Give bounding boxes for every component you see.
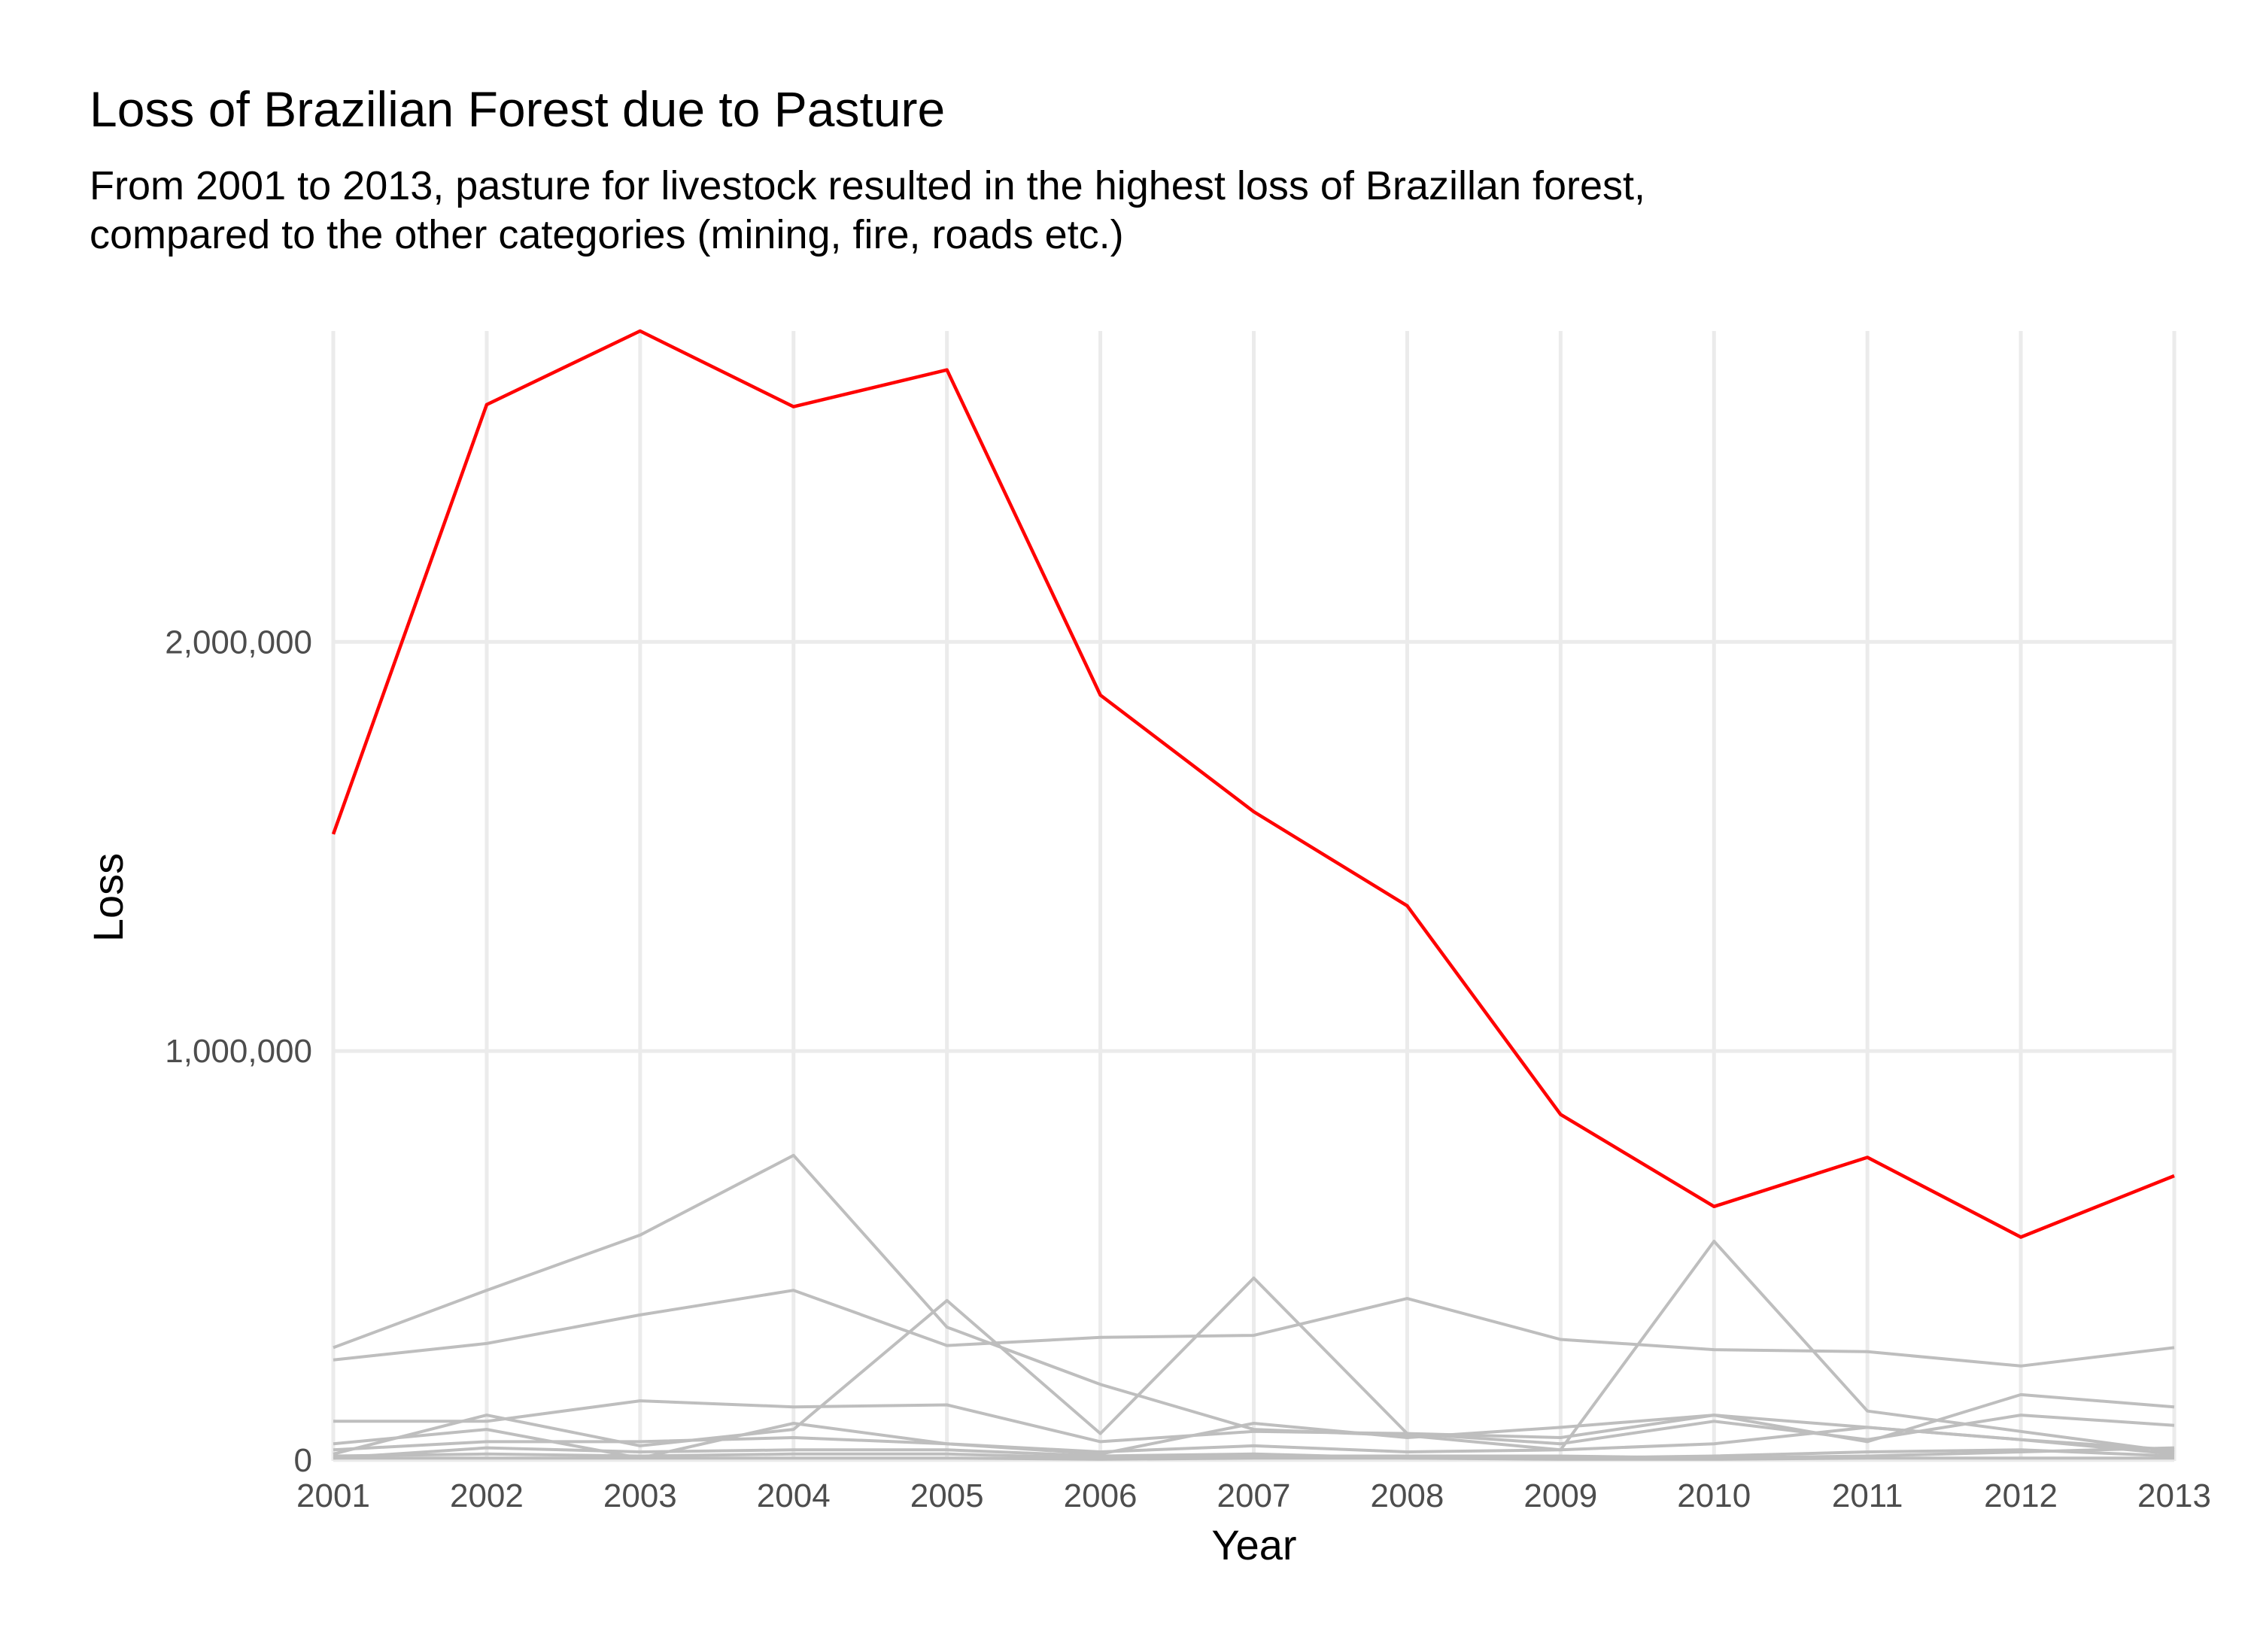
chart-title: Loss of Brazilian Forest due to Pasture [90,81,945,137]
x-tick-label: 2005 [910,1477,984,1514]
x-tick-label: 2003 [603,1477,677,1514]
x-tick-label: 2007 [1217,1477,1291,1514]
x-tick-label: 2012 [1984,1477,2058,1514]
y-axis-tick-labels: 0 1,000,000 2,000,000 [165,624,312,1479]
series-line-pasture [331,329,2175,1239]
y-tick-label: 1,000,000 [165,1033,312,1070]
y-axis-title: Loss [84,853,132,942]
x-tick-label: 2009 [1523,1477,1597,1514]
series-line-other-7 [333,1446,2175,1460]
chart-subtitle-line-1: From 2001 to 2013, pasture for livestock… [90,163,1645,208]
series-line-other-6 [333,1426,2175,1453]
pasture-series-group [331,329,2175,1239]
plot-panel [331,329,2177,1462]
series-line-other-2 [333,1289,2175,1368]
x-axis-tick-labels: 2001 2002 2003 2004 2005 2006 2007 2008 2009 2010… [296,1477,2211,1514]
series-line-other-4 [333,1276,2175,1456]
x-tick-label: 2002 [450,1477,524,1514]
x-tick-label: 2006 [1064,1477,1138,1514]
x-tick-label: 2004 [757,1477,831,1514]
x-tick-label: 2008 [1370,1477,1444,1514]
chart-subtitle-line-2: compared to the other categories (mining… [90,212,1124,257]
y-tick-label: 0 [294,1442,312,1479]
other-series-group [333,1153,2175,1461]
series-line-other-9 [333,1456,2174,1461]
x-tick-label: 2001 [296,1477,370,1514]
x-axis-title: Year [1211,1521,1296,1568]
series-line-other-3 [333,1392,2175,1444]
x-tick-label: 2010 [1677,1477,1751,1514]
gridlines [331,331,2177,1462]
x-tick-label: 2011 [1832,1477,1903,1514]
y-tick-label: 2,000,000 [165,624,312,660]
series-line-other-1 [333,1153,2175,1453]
x-tick-label: 2013 [2137,1477,2211,1514]
series-line-other-8 [333,1446,2175,1460]
